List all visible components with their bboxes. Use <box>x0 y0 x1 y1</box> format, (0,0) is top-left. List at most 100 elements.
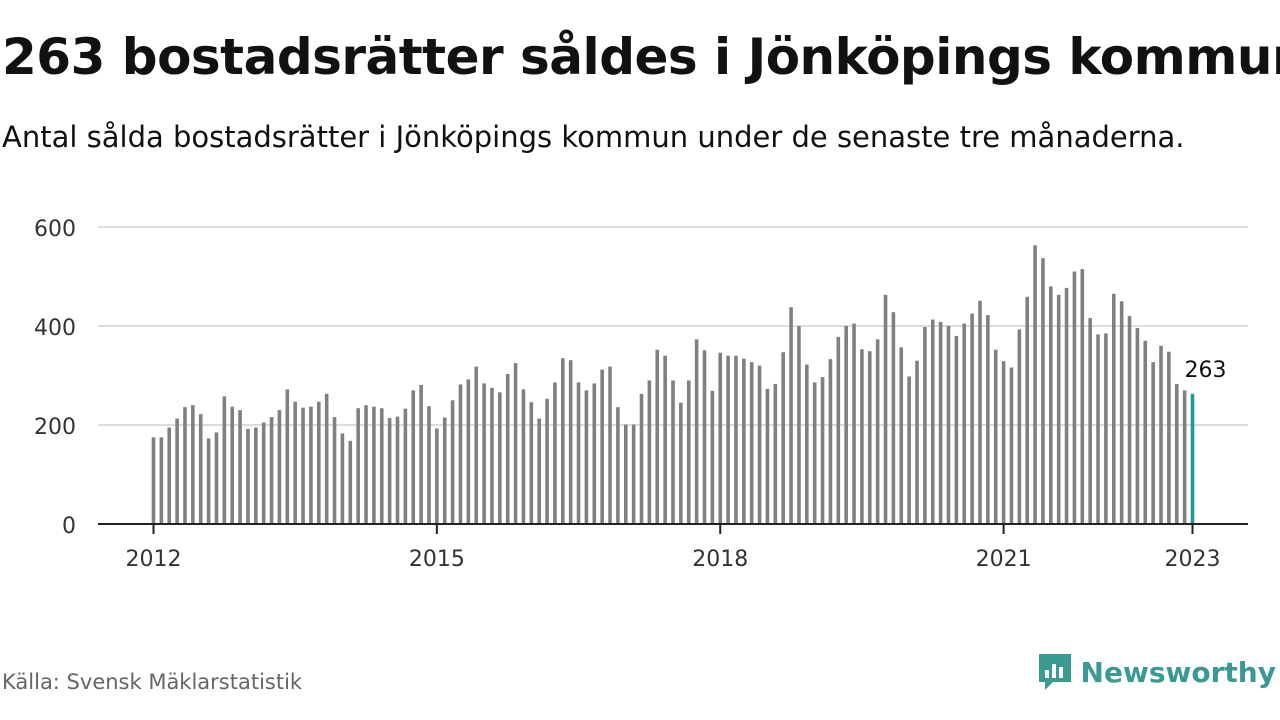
bar <box>647 380 652 524</box>
bar <box>206 438 211 524</box>
bar <box>167 427 172 524</box>
y-tick-label: 200 <box>34 415 76 440</box>
bar <box>883 294 888 524</box>
bar <box>1064 287 1069 524</box>
x-tick-label: 2021 <box>976 547 1032 572</box>
bar <box>214 432 219 524</box>
bar <box>757 365 762 524</box>
newsworthy-logo-icon <box>1038 654 1071 690</box>
bar <box>844 326 848 524</box>
bar <box>860 349 864 524</box>
bar <box>930 319 935 524</box>
bar <box>899 347 904 524</box>
bar <box>474 366 479 524</box>
bar <box>309 406 313 524</box>
bar <box>993 349 998 524</box>
bar <box>986 315 990 524</box>
bar <box>545 398 549 524</box>
bar <box>1182 390 1187 524</box>
bar <box>230 406 235 524</box>
bar <box>348 440 353 524</box>
bar <box>277 410 282 524</box>
bar <box>340 433 345 524</box>
bar <box>1009 367 1014 524</box>
bar <box>427 406 431 524</box>
bar <box>1104 333 1108 524</box>
bar <box>623 424 628 524</box>
bar <box>293 401 297 524</box>
bar <box>442 417 447 524</box>
bar <box>852 323 856 524</box>
bar <box>1111 293 1116 524</box>
brand-logo[interactable]: Newsworthy <box>1037 652 1276 692</box>
bar <box>828 359 833 524</box>
bar <box>466 379 471 524</box>
bar <box>679 402 683 524</box>
bar <box>238 410 242 524</box>
bar <box>1080 269 1085 524</box>
bar <box>915 360 919 524</box>
bar <box>812 382 817 524</box>
bar <box>435 428 439 524</box>
bar <box>1096 334 1100 524</box>
bar <box>702 350 707 524</box>
bar <box>765 388 770 524</box>
bar <box>938 322 943 524</box>
bar <box>1056 294 1061 524</box>
bar <box>159 437 164 524</box>
bar <box>1127 316 1132 524</box>
bar <box>1072 271 1077 524</box>
bar <box>1025 296 1030 524</box>
bar <box>1167 351 1171 524</box>
bar <box>694 339 699 524</box>
bar <box>820 376 825 524</box>
bar <box>403 408 408 524</box>
bar <box>726 355 730 524</box>
bar-chart: 0 200 400 600 2012 2015 2018 2021 2023 263 <box>34 217 1248 572</box>
bar <box>946 326 951 524</box>
bar <box>970 313 974 524</box>
bar <box>923 326 927 524</box>
bar <box>316 401 321 524</box>
y-tick-label: 0 <box>62 514 76 539</box>
bar <box>198 414 203 524</box>
x-tick-label: 2012 <box>126 547 182 572</box>
bar <box>600 369 604 524</box>
bar <box>1033 245 1037 524</box>
bar <box>686 380 691 524</box>
x-tick-label: 2023 <box>1165 547 1221 572</box>
bar <box>592 383 597 524</box>
x-tick-label: 2018 <box>692 547 748 572</box>
bar <box>332 417 337 524</box>
bar <box>1135 327 1140 524</box>
bar <box>789 307 793 524</box>
chart-subtitle: Antal sålda bostadsrätter i Jönköpings k… <box>2 120 1185 154</box>
y-tick-label: 400 <box>34 316 76 341</box>
bar <box>867 351 872 524</box>
bar <box>891 312 896 524</box>
bar <box>324 393 329 524</box>
source-note: Källa: Svensk Mäklarstatistik <box>2 670 303 694</box>
bar <box>553 382 557 524</box>
bar <box>498 392 502 524</box>
bar <box>529 402 534 524</box>
bar <box>639 393 644 524</box>
bar <box>1119 301 1124 524</box>
bar <box>364 405 368 524</box>
bar <box>490 387 494 524</box>
bar <box>411 390 416 524</box>
bar <box>954 335 959 524</box>
bar <box>505 374 510 524</box>
bar <box>301 407 305 524</box>
bar <box>749 362 754 524</box>
bar <box>663 355 667 524</box>
bar <box>521 389 526 524</box>
chart-title: 263 bostadsrätter såldes i Jönköpings ko… <box>2 28 1280 86</box>
bar <box>734 355 738 524</box>
bar <box>1159 345 1163 524</box>
bar <box>269 417 274 524</box>
bar <box>285 389 290 524</box>
bar <box>978 300 982 524</box>
y-tick-label: 600 <box>34 217 76 242</box>
bar <box>1001 361 1006 524</box>
